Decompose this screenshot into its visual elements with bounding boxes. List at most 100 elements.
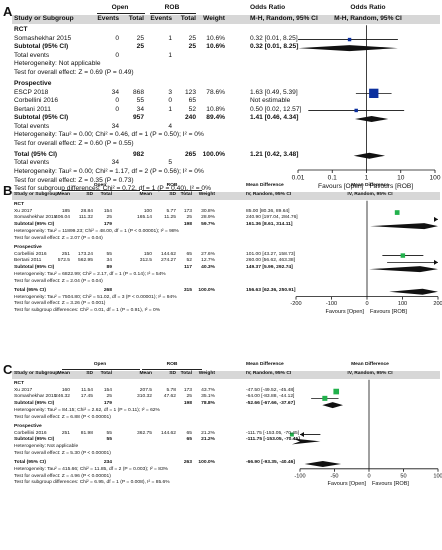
plot-header: Mean Difference [351,362,389,367]
col-mean: Mean [57,191,70,197]
col-mean: Mean [57,370,70,376]
footer-stat: Test for overall effect: Z = 3.26 (P = 0… [14,301,106,307]
cell-n1: 154 [103,208,112,214]
x-tick-label: 0.01 [292,175,305,182]
heterogeneity-text: Heterogeneity: Tau² = 0.00; Chi² = 0.46,… [14,131,204,139]
x-tick-label: 200 [433,301,442,307]
cell-n2: 25 [186,215,192,221]
cell-sd1: 17.45 [80,394,93,400]
ci-arrow-right [434,216,438,222]
cell-ci: 0.50 [0.02, 12.57] [250,105,302,113]
cell-n2: 25 [188,34,196,42]
point-estimate-square [289,432,294,437]
cell-m2: 362.75 [137,430,152,436]
cell-sd2: 5.77 [166,208,176,214]
col-weight: Weight [198,191,215,197]
cell-n2: 25 [186,394,192,400]
cell-n1: 179 [103,401,112,407]
cell-m1: 406.04 [55,215,70,221]
cell-e2: 1 [168,105,172,113]
cell-ci: 1.41 [0.46, 4.34] [250,114,299,122]
cell-n2: 265 [184,150,196,158]
cell-n1: 25 [136,43,144,51]
footer-stat: Heterogeneity: Tau² = 415.66; Chi² = 11.… [14,466,169,472]
overall-effect-text: Test for overall effect: Z = 2.07 (P = 0… [14,235,103,241]
cell-e2: 1 [168,34,172,42]
cell-n1: 55 [106,251,112,257]
cell-weight: 100.0% [202,150,225,158]
col-sd: SD [169,370,176,376]
panel-letter: A [3,4,13,19]
subtotal-label: Subtotal (95% CI) [14,43,69,51]
cell-weight: 27.6% [201,251,215,257]
col-events2: Events [150,14,172,22]
cell-n2: 240 [184,114,196,122]
study-name: Somashekhar 2015 [14,34,72,42]
study-name: ESCP 2018 [14,88,49,96]
cell-weight: 10.6% [206,43,225,51]
subtotal-label: Subtotal (95% CI) [14,437,55,443]
x-tick-label: -100 [326,301,337,307]
footer-stat: Heterogeneity: Tau² = 0.00; Chi² = 1.17,… [14,168,204,175]
cell-e1: 0 [115,34,119,42]
subtotal-label: Subtotal (95% CI) [14,114,69,122]
cell-ci: 149.37 [5.99, 292.74] [246,265,293,271]
footer-stat: Heterogeneity: Tau² = 7504.80; Chi² = 51… [14,294,177,300]
cell-m2: 150 [143,251,152,257]
study-name: Somashekhar 2015 [14,215,57,221]
cell-sd2: 47.62 [163,394,176,400]
heterogeneity-text: Heterogeneity: Tau² = 11899.23; Chi² = 4… [14,229,179,234]
effect-header: Odds Ratio [250,4,286,11]
cell-m2: 207.5 [139,387,152,393]
total-events-open: 34 [111,122,119,130]
heterogeneity-text: Heterogeneity: Tau² = 84.15; Chi² = 2.62… [14,408,160,413]
cell-e1: 0 [115,105,119,113]
cell-sd2: 144.62 [161,430,176,436]
col-mean: Mean [139,191,152,197]
col-sd: SD [86,191,93,197]
cell-weight: 35.1% [201,394,215,400]
study-name: Xu 2017 [14,208,33,214]
heterogeneity-text: Heterogeneity: Not applicable [14,60,101,68]
cell-ci: -64.00 [-83.88, -44.12] [246,394,295,400]
cell-ci: 240.90 [197.04, 284.76] [246,215,298,221]
group-rob-underline [142,368,202,370]
favours-rob-label: Favours [ROB] [370,309,407,315]
effect-header: Mean Difference [246,362,284,367]
pooled-diamond [354,116,389,122]
cell-weight: 12.7% [201,258,215,264]
cell-n1: 25 [106,215,112,221]
col-total: Total [100,191,112,197]
overall-effect-text: Test for overall effect: Z = 6.88 (P < 0… [14,414,111,420]
cell-n2: 65 [186,430,192,436]
point-estimate-square [394,210,400,215]
cell-n2: 123 [184,88,196,96]
cell-sd2: 144.62 [161,251,176,257]
point-estimate-square [347,37,352,42]
cell-n1: 179 [103,222,112,228]
cell-ci: 0.32 [0.01, 8.25] [250,34,298,42]
cell-m1: 160 [61,387,70,393]
total-events-label: Total events [14,159,50,167]
column-header-band [12,191,440,200]
col-plot-ci: M-H, Random, 95% CI [334,14,402,22]
group-rob-underline [142,189,202,191]
overall-effect-text: Test for overall effect: Z = 2.04 (P = 0… [14,278,103,284]
favours-rob-label: Favours [ROB] [370,183,414,190]
pooled-diamond [291,438,321,445]
panel-letter: B [3,183,13,198]
cell-n1: 55 [136,97,144,105]
cell-m1: 572.5 [57,258,70,264]
favours-open-label: Favours [Open] [327,481,366,487]
cell-weight: 59.7% [201,222,215,228]
cell-ci: 85.00 [80.36, 89.64] [246,208,290,214]
cell-n2: 198 [183,222,192,228]
col-events1: Events [97,14,119,22]
col-effect-ci: IV, Random, 95% CI [246,370,292,376]
favours-rob-label: Favours [ROB] [372,481,409,487]
subtotal-label: Total (95% CI) [14,460,46,465]
x-tick-label: 100 [433,473,442,479]
